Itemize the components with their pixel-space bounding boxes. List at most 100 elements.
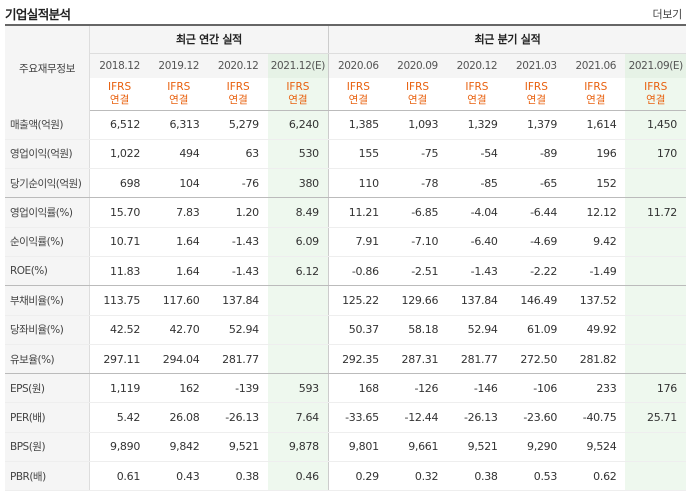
section-header: 기업실적분석 더보기: [0, 0, 688, 24]
table-row: 영업이익(억원) 1,022 494 63 530 155 -75 -54 -89 196 170: [5, 139, 686, 170]
table-cell: 1,119: [89, 373, 150, 404]
table-cell: -126: [387, 373, 448, 404]
table-cell: -1.43: [208, 227, 268, 257]
basis-consolidated-label: 연결: [348, 93, 368, 106]
table-row: 순이익률(%) 10.71 1.64 -1.43 6.09 7.91 -7.10 -6.40-…: [5, 227, 686, 257]
table-cell: -139: [208, 373, 268, 404]
basis-ifrs-label: IFRS: [644, 80, 668, 93]
basis-consolidated-label: 연결: [407, 93, 428, 106]
period-header: 2020.12: [447, 53, 507, 78]
table-cell: 1,385: [327, 110, 388, 140]
table-cell: [625, 168, 686, 199]
table-row: BPS(원) 9,890 9,842 9,521 9,878 9,801 9,661 9,52…: [5, 432, 686, 463]
table-cell: 11.83: [89, 256, 150, 287]
table-cell: 1,379: [506, 110, 567, 140]
table-cell: 113.75: [89, 285, 150, 316]
table-cell: 196: [566, 139, 626, 170]
row-label: 당기순이익(억원): [5, 168, 91, 199]
table-cell: 9,521: [208, 432, 268, 463]
table-row: EPS(원) 1,119 162 -139 593 168 -126 -146 -106 233 1…: [5, 373, 686, 404]
table-cell: [625, 315, 686, 345]
table-cell: [625, 344, 686, 375]
table-cell: 7.83: [149, 197, 209, 228]
table-cell: 52.94: [447, 315, 507, 345]
table-cell: -1.43: [447, 256, 507, 287]
row-label: ROE(%): [5, 256, 91, 287]
table-cell: 155: [327, 139, 388, 170]
table-cell: 137.52: [566, 285, 626, 316]
table-cell: 0.46: [267, 461, 329, 491]
table-cell: -76: [208, 168, 268, 199]
table-cell: 63: [208, 139, 268, 170]
table-cell: -54: [447, 139, 507, 170]
row-label: PBR(배): [5, 461, 91, 491]
table-row: 당기순이익(억원) 698 104 -76 380 110 -78 -85 -65 152: [5, 168, 686, 199]
table-cell: 1,614: [566, 110, 626, 140]
table-cell: 6,240: [267, 110, 329, 140]
basis-ifrs-label: IFRS: [465, 80, 489, 93]
table-cell: 9,878: [267, 432, 329, 463]
table-cell: -6.40: [447, 227, 507, 257]
period-header: 2021.06: [566, 53, 626, 78]
table-cell: -1.43: [208, 256, 268, 287]
table-cell: 287.31: [387, 344, 448, 375]
table-cell: 1,093: [387, 110, 448, 140]
table-cell: -146: [447, 373, 507, 404]
table-cell: 0.32: [387, 461, 448, 491]
table-cell: 152: [566, 168, 626, 199]
table-cell: 530: [267, 139, 329, 170]
row-label: EPS(원): [5, 373, 91, 404]
table-row: PER(배) 5.42 26.08 -26.13 7.64 -33.65 -12.44 -26…: [5, 402, 686, 433]
table-cell: 25.71: [625, 402, 686, 433]
table-cell: -89: [506, 139, 567, 170]
table-row: 당좌비율(%) 42.52 42.70 52.94 50.37 58.18 52.94 61.…: [5, 315, 686, 345]
basis-header: IFRS 연결: [566, 78, 626, 111]
period-header: 2021.12(E): [267, 53, 329, 78]
table-cell: 380: [267, 168, 329, 199]
table-cell: 9,801: [327, 432, 388, 463]
table-cell: 0.61: [89, 461, 150, 491]
row-label: 유보율(%): [5, 344, 91, 375]
table-row: 매출액(억원) 6,512 6,313 5,279 6,240 1,385 1,093 1,3…: [5, 110, 686, 140]
table-cell: 0.38: [447, 461, 507, 491]
table-cell: -85: [447, 168, 507, 199]
row-label: PER(배): [5, 402, 91, 433]
basis-header: IFRS 연결: [506, 78, 567, 111]
basis-header: IFRS 연결: [387, 78, 448, 111]
table-cell: 9.42: [566, 227, 626, 257]
basis-header: IFRS 연결: [149, 78, 209, 111]
table-row: PBR(배) 0.61 0.43 0.38 0.46 0.29 0.32 0.38 0.53 0.…: [5, 461, 686, 491]
table-cell: 272.50: [506, 344, 567, 375]
table-cell: 117.60: [149, 285, 209, 316]
basis-ifrs-label: IFRS: [167, 80, 191, 93]
table-cell: 5,279: [208, 110, 268, 140]
more-link[interactable]: 더보기: [652, 8, 683, 21]
table-cell: 5.42: [89, 402, 150, 433]
table-row: 부채비율(%) 113.75 117.60 137.84 125.22 129.66 137…: [5, 285, 686, 316]
table-cell: 26.08: [149, 402, 209, 433]
table-cell: 49.92: [566, 315, 626, 345]
table-cell: 50.37: [327, 315, 388, 345]
table-cell: -4.04: [447, 197, 507, 228]
table-cell: 9,521: [447, 432, 507, 463]
row-label: 매출액(억원): [5, 110, 91, 140]
table-cell: -65: [506, 168, 567, 199]
table-cell: -23.60: [506, 402, 567, 433]
period-header: 2020.12: [208, 53, 268, 78]
row-label: 당좌비율(%): [5, 315, 91, 345]
table-cell: 15.70: [89, 197, 150, 228]
table-cell: 11.21: [327, 197, 388, 228]
table-cell: 233: [566, 373, 626, 404]
table-cell: 1.64: [149, 227, 209, 257]
table-cell: -6.44: [506, 197, 567, 228]
table-cell: 0.38: [208, 461, 268, 491]
table-cell: 9,661: [387, 432, 448, 463]
table-cell: 7.91: [327, 227, 388, 257]
period-header: 2021.09(E): [625, 53, 686, 78]
basis-consolidated-label: 연결: [467, 93, 487, 106]
table-cell: -1.49: [566, 256, 626, 287]
table-cell: 125.22: [327, 285, 388, 316]
table-cell: 9,842: [149, 432, 209, 463]
quarter-header: 최근 분기 실적: [327, 24, 686, 54]
row-label-header: 주요재무정보: [5, 24, 91, 110]
